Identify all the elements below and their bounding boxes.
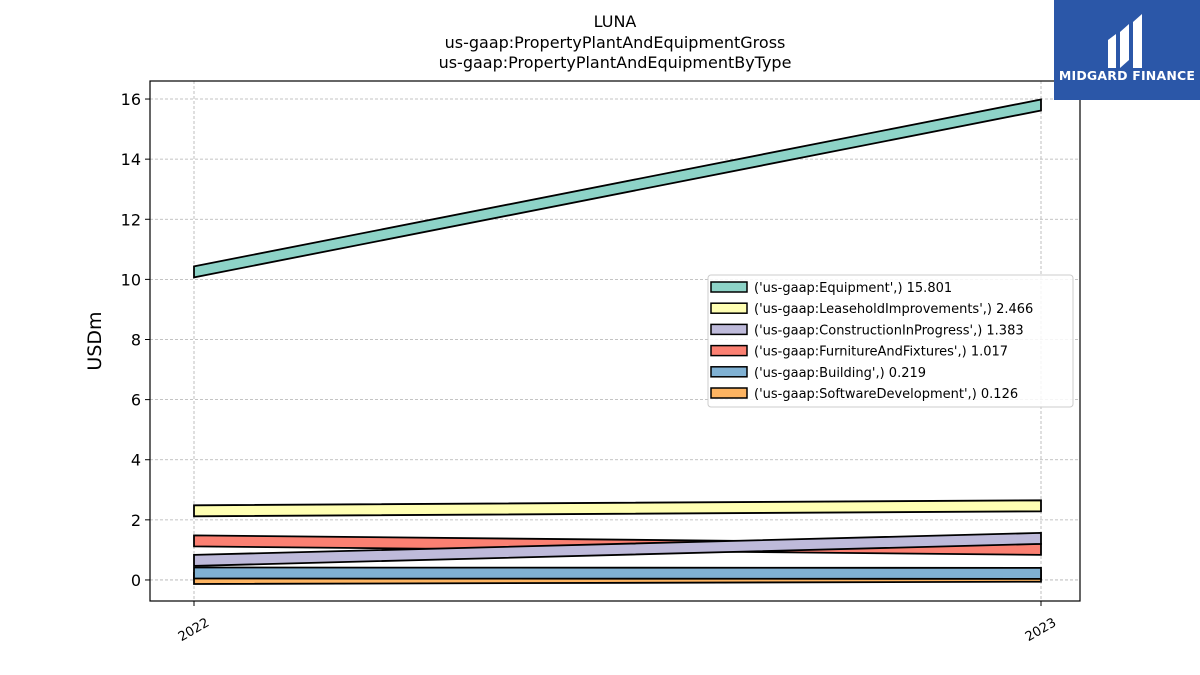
legend-entry-label: ('us-gaap:FurnitureAndFixtures',) 1.017 — [754, 345, 1008, 360]
y-tick-label: 4 — [131, 451, 141, 470]
legend-entry-label: ('us-gaap:Equipment',) 15.801 — [754, 281, 952, 296]
legend-swatch — [710, 281, 748, 293]
x-tick-label: 2023 — [1023, 615, 1059, 645]
legend: ('us-gaap:Equipment',) 15.801 ('us-gaap:L… — [707, 274, 1074, 408]
y-axis: 0 2 4 6 8 10 12 14 16 — [121, 90, 150, 590]
series-band — [193, 531, 1042, 567]
legend-swatch — [710, 302, 748, 314]
legend-swatch — [710, 387, 748, 399]
y-tick-label: 16 — [121, 90, 141, 109]
legend-box — [707, 274, 1074, 408]
logo-text: MIDGARD FINANCE — [1058, 68, 1196, 83]
legend-entry-label: ('us-gaap:LeaseholdImprovements',) 2.466 — [754, 302, 1033, 317]
midgard-finance-logo: MIDGARD FINANCE — [1054, 0, 1200, 100]
y-tick-label: 12 — [121, 210, 141, 229]
series-band — [193, 499, 1042, 518]
chart-title: LUNA us-gaap:PropertyPlantAndEquipmentGr… — [439, 12, 792, 72]
series-band — [193, 566, 1042, 580]
legend-entry-label: ('us-gaap:Building',) 0.219 — [754, 366, 926, 381]
y-tick-label: 8 — [131, 330, 141, 349]
x-tick-label: 2022 — [176, 615, 212, 645]
y-axis-label: USDm — [84, 311, 106, 370]
y-tick-label: 10 — [121, 270, 141, 289]
y-tick-label: 14 — [121, 150, 141, 169]
legend-entry-label: ('us-gaap:SoftwareDevelopment',) 0.126 — [754, 387, 1018, 402]
legend-swatch — [710, 323, 748, 336]
y-tick-label: 2 — [131, 511, 141, 530]
legend-entry-label: ('us-gaap:ConstructionInProgress',) 1.38… — [754, 323, 1024, 338]
y-tick-label: 6 — [131, 391, 141, 410]
series-band — [193, 98, 1042, 279]
legend-swatch — [710, 366, 748, 378]
plot-frame — [149, 80, 1081, 602]
chart-title-line: us-gaap:PropertyPlantAndEquipmentGross — [445, 33, 786, 52]
y-tick-label: 0 — [131, 571, 141, 590]
chart-title-line: LUNA — [594, 12, 637, 31]
legend-swatch — [710, 344, 748, 357]
midgard-logo-icon — [1108, 14, 1142, 68]
chart-title-line: us-gaap:PropertyPlantAndEquipmentByType — [439, 53, 792, 72]
x-axis: 2022 2023 — [176, 601, 1059, 645]
series-group — [193, 98, 1042, 585]
